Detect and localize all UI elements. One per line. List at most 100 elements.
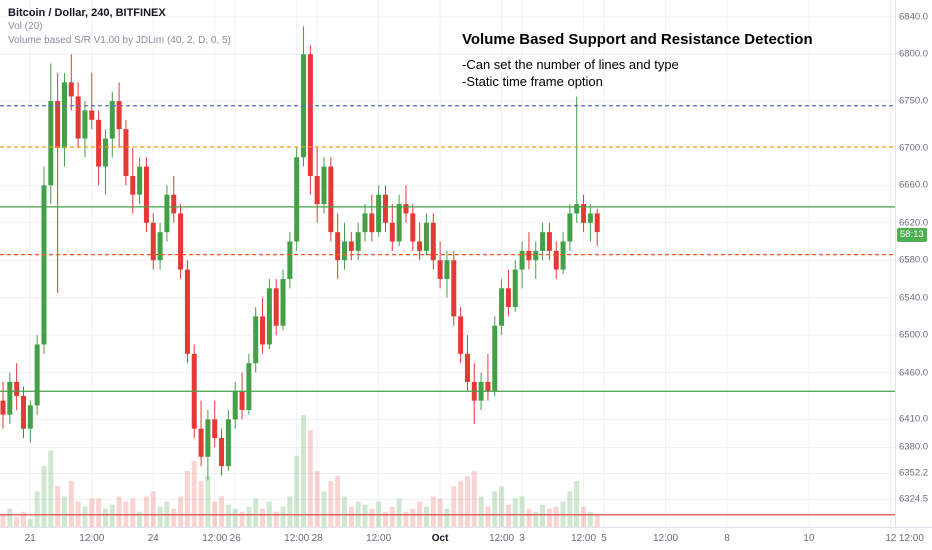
volume-bar: [430, 496, 436, 527]
volume-bar: [68, 481, 74, 527]
volume-bar: [48, 450, 54, 527]
volume-bar: [321, 491, 327, 527]
candle-body: [464, 353, 470, 382]
time-tick-label: 12:00: [898, 533, 924, 544]
candle-body: [198, 428, 204, 457]
candle-body: [526, 250, 532, 261]
volume-bar: [369, 508, 375, 527]
candle-body: [7, 381, 13, 415]
candle-body: [171, 194, 177, 214]
candle-body: [594, 213, 600, 233]
volume-bar: [492, 491, 498, 527]
volume-bar: [7, 508, 13, 527]
volume-bar: [328, 481, 334, 527]
candle-body: [123, 129, 129, 176]
candle-body: [505, 288, 511, 308]
volume-bar: [171, 508, 177, 527]
time-axis[interactable]: 21 12:00 24 12:00 26 12:00 28 12:00 Oct 12:00 3 12:…: [0, 527, 932, 550]
candle-body: [574, 204, 580, 214]
volume-bar: [0, 514, 6, 527]
volume-bar: [444, 508, 450, 527]
volume-bar: [533, 511, 539, 527]
volume-bar: [191, 460, 197, 527]
chart-plot-area[interactable]: Bitcoin / Dollar, 240, BITFINEX Vol (20)…: [0, 0, 895, 527]
volume-bar: [219, 496, 225, 527]
candle-body: [362, 213, 368, 233]
volume-bar: [553, 506, 559, 527]
volume-bar: [150, 491, 156, 527]
candle-body: [348, 241, 354, 251]
candle-body: [239, 391, 245, 410]
volume-bar: [546, 508, 552, 527]
candle-body: [143, 166, 149, 223]
candle-body: [157, 232, 163, 261]
candle-body: [287, 241, 293, 279]
annotation-line-2: -Static time frame option: [462, 74, 603, 89]
volume-bar: [82, 506, 88, 527]
annotation-title: Volume Based Support and Resistance Dete…: [462, 31, 813, 48]
time-tick-label: 12:00: [79, 533, 105, 544]
candle-body: [130, 175, 136, 195]
candle-body: [335, 232, 341, 261]
candle-body: [48, 101, 54, 186]
volume-bar: [143, 496, 149, 527]
volume-bar: [89, 498, 95, 527]
countdown-badge: 58:13: [897, 227, 927, 242]
volume-bar: [205, 476, 211, 527]
candle-body: [212, 419, 218, 439]
time-tick-label: 5: [601, 533, 607, 544]
indicator-volume-label[interactable]: Vol (20): [8, 21, 43, 32]
candle-body: [219, 438, 225, 467]
volume-bar: [471, 471, 477, 527]
price-tick-label: 6352.2: [899, 467, 929, 479]
candle-body: [587, 213, 593, 223]
candle-body: [225, 419, 231, 467]
volume-bar: [526, 508, 532, 527]
time-tick-label: 12:00: [489, 533, 515, 544]
candle-body: [34, 344, 40, 406]
volume-bar: [410, 508, 416, 527]
volume-bar: [273, 511, 279, 527]
time-tick-label: 12:00: [652, 533, 679, 544]
time-tick-label: 21: [24, 533, 36, 544]
volume-bar: [198, 481, 204, 527]
volume-bar: [581, 506, 587, 527]
time-tick-label: Oct: [431, 533, 449, 544]
price-tick-label: 6580.0: [899, 254, 929, 266]
candle-body: [355, 232, 361, 251]
volume-bar: [34, 491, 40, 527]
candle-body: [55, 101, 61, 148]
volume-bar: [389, 506, 395, 527]
candle-body: [27, 405, 33, 429]
time-tick-label: 28: [311, 533, 323, 544]
volume-bar: [382, 511, 388, 527]
candle-body: [328, 166, 334, 233]
volume-bar: [505, 504, 511, 527]
volume-bar: [184, 471, 190, 527]
candle-body: [68, 82, 74, 97]
candle-body: [451, 260, 457, 317]
chart-canvas[interactable]: [0, 0, 895, 527]
time-tick-label: 10: [803, 533, 815, 544]
volume-bar: [102, 508, 108, 527]
volume-bar: [239, 511, 245, 527]
candle-body: [321, 166, 327, 205]
time-tick-label: 8: [724, 533, 730, 544]
volume-bar: [246, 506, 252, 527]
candle-body: [382, 194, 388, 223]
indicator-sr-label[interactable]: Volume based S/R V1.00 by JDLim (40, 2, …: [8, 35, 231, 46]
symbol-title[interactable]: Bitcoin / Dollar, 240, BITFINEX: [8, 7, 166, 19]
price-axis[interactable]: 58:13 6840.0 6800.0 6750.0 6700.0 6660.0 6620…: [895, 0, 932, 527]
chart-legend: Bitcoin / Dollar, 240, BITFINEX Vol (20)…: [8, 6, 231, 48]
candle-body: [553, 250, 559, 270]
candle-body: [396, 204, 402, 242]
candle-body: [519, 250, 525, 270]
price-tick-label: 6500.0: [899, 329, 929, 341]
volume-bar: [335, 476, 341, 527]
volume-bar: [464, 476, 470, 527]
volume-bar: [499, 486, 505, 527]
time-tick-label: 12:00: [284, 533, 310, 544]
volume-bar: [540, 504, 546, 527]
volume-bar: [478, 496, 484, 527]
